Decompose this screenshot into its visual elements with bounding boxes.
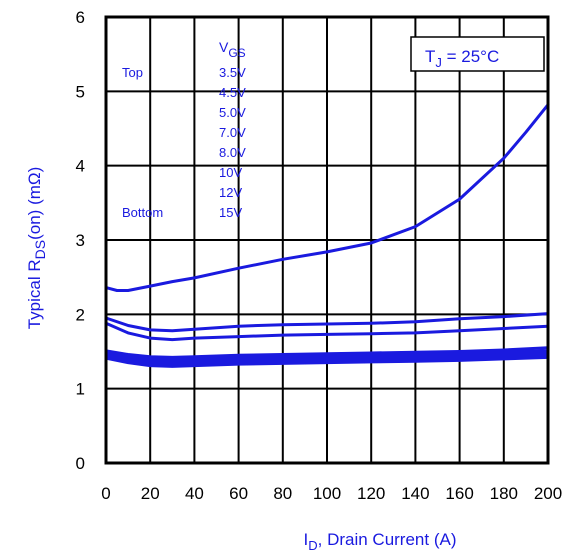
x-axis-label-rest: , Drain Current (A) (318, 530, 457, 549)
x-tick-label: 140 (401, 484, 429, 503)
condition-box-frame (410, 36, 545, 72)
y-tick-labels: 0 1 2 3 4 5 6 (76, 8, 85, 473)
legend: VGS Top Bottom 3.5V 4.5V 5.0V 7.0V 8.0V 10V 12… (122, 39, 246, 220)
series-line-3 (104, 321, 550, 342)
condition-rest: = 25°C (442, 47, 499, 66)
series-line-1 (104, 103, 550, 292)
legend-header: VGS (219, 39, 246, 60)
y-axis-label-rest: (on) (mΩ) (25, 167, 44, 240)
legend-entry: 5.0V (219, 105, 246, 120)
x-tick-label: 100 (313, 484, 341, 503)
x-tick-label: 0 (101, 484, 110, 503)
series-line-6 (104, 351, 550, 364)
y-tick-label: 5 (76, 82, 85, 101)
series-line-5 (104, 349, 550, 362)
legend-entry: 10V (219, 165, 242, 180)
legend-entry: 3.5V (219, 65, 246, 80)
series-line-4 (104, 346, 550, 359)
legend-bottom-label: Bottom (122, 205, 163, 220)
y-tick-label: 1 (76, 380, 85, 399)
condition-text: TJ = 25°C (425, 47, 499, 70)
y-axis-label-sub: DS (32, 240, 48, 259)
x-tick-label: 80 (273, 484, 292, 503)
condition-box: TJ = 25°C (410, 36, 545, 72)
y-tick-label: 4 (76, 157, 85, 176)
series-line-7 (104, 353, 550, 366)
y-tick-label: 0 (76, 454, 85, 473)
condition-sub: J (435, 55, 442, 70)
x-tick-labels: 0 20 40 60 80 100 120 140 160 180 200 (101, 484, 562, 503)
curves (104, 103, 550, 368)
plot-frame (104, 15, 550, 465)
legend-entry: 12V (219, 185, 242, 200)
x-tick-label: 200 (534, 484, 562, 503)
grid (106, 17, 548, 463)
legend-entries: 3.5V 4.5V 5.0V 7.0V 8.0V 10V 12V 15V (219, 65, 246, 220)
legend-header-main: V (219, 39, 229, 55)
series-line-2 (104, 312, 550, 333)
y-axis-label-pre: Typical R (25, 259, 44, 329)
x-tick-label: 60 (229, 484, 248, 503)
y-tick-label: 6 (76, 8, 85, 27)
legend-header-sub: GS (228, 46, 245, 60)
legend-entry: 4.5V (219, 85, 246, 100)
x-tick-label: 20 (141, 484, 160, 503)
series-line-8 (104, 355, 550, 368)
y-axis-label: Typical RDS(on) (mΩ) (25, 167, 48, 330)
x-axis-label: ID, Drain Current (A) (304, 530, 457, 551)
legend-top-label: Top (122, 65, 143, 80)
y-tick-label: 2 (76, 305, 85, 324)
x-tick-label: 40 (185, 484, 204, 503)
y-tick-label: 3 (76, 231, 85, 250)
x-tick-label: 180 (490, 484, 518, 503)
legend-entry: 7.0V (219, 125, 246, 140)
condition-pre: T (425, 47, 435, 66)
x-axis-label-sub: D (308, 538, 317, 551)
x-tick-label: 160 (445, 484, 473, 503)
legend-entry: 15V (219, 205, 242, 220)
legend-entry: 8.0V (219, 145, 246, 160)
x-tick-label: 120 (357, 484, 385, 503)
x-axis-label-main: I (304, 530, 309, 549)
